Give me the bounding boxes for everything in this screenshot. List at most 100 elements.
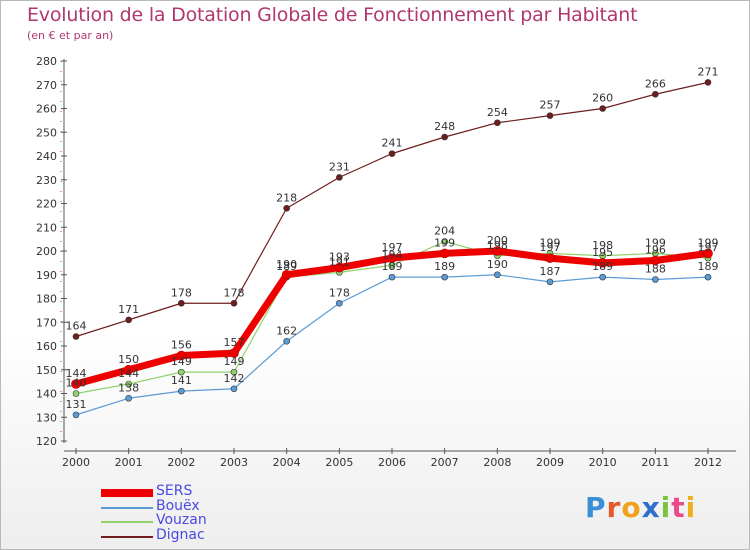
axis-layer: 120 130 140 150 160 170 180 190 200 210 220 230 240 2… bbox=[36, 55, 736, 469]
data-label-sers: 200 bbox=[487, 234, 508, 247]
x-tick-label: 2005 bbox=[325, 456, 353, 469]
y-tick-label: 200 bbox=[36, 245, 57, 258]
x-tick-label: 2009 bbox=[536, 456, 564, 469]
x-tick-label: 2004 bbox=[273, 456, 301, 469]
data-label-dignac: 271 bbox=[698, 65, 719, 78]
data-label-bou-x: 131 bbox=[66, 398, 87, 411]
x-tick-label: 2012 bbox=[694, 456, 722, 469]
y-tick-label: 230 bbox=[36, 174, 57, 187]
data-label-bou-x: 187 bbox=[540, 265, 561, 278]
y-tick-label: 180 bbox=[36, 293, 57, 306]
data-point-dignac bbox=[72, 333, 80, 340]
data-label-vouzan: 199 bbox=[540, 236, 561, 249]
legend-label-bou-x: Bouëx bbox=[156, 497, 200, 514]
data-label-sers: 190 bbox=[276, 258, 297, 271]
data-label-dignac: 171 bbox=[118, 303, 139, 316]
data-label-dignac: 257 bbox=[540, 99, 561, 112]
data-label-dignac: 178 bbox=[171, 286, 192, 299]
data-label-sers: 157 bbox=[224, 336, 245, 349]
data-label-dignac: 254 bbox=[487, 106, 508, 119]
data-point-sers bbox=[703, 248, 713, 259]
data-label-vouzan: 198 bbox=[487, 239, 508, 252]
data-label-vouzan: 149 bbox=[224, 355, 245, 368]
data-label-vouzan: 197 bbox=[698, 241, 719, 254]
y-tick-label: 190 bbox=[36, 269, 57, 282]
series-layer bbox=[71, 79, 713, 419]
data-label-vouzan: 194 bbox=[382, 248, 403, 261]
data-point-dignac bbox=[283, 204, 290, 212]
data-label-vouzan: 144 bbox=[118, 367, 139, 380]
data-label-vouzan: 149 bbox=[171, 355, 192, 368]
data-point-sers bbox=[281, 269, 292, 280]
y-tick-label: 240 bbox=[36, 150, 57, 163]
data-point-dignac bbox=[652, 90, 659, 98]
x-tick-label: 2006 bbox=[378, 456, 406, 469]
data-point-bou-x bbox=[125, 394, 132, 402]
y-tick-label: 280 bbox=[36, 55, 57, 68]
data-label-bou-x: 162 bbox=[276, 324, 297, 337]
x-tick-label: 2000 bbox=[62, 456, 90, 469]
data-point-vouzan bbox=[441, 238, 448, 245]
legend-swatch-bou-x bbox=[101, 506, 153, 509]
data-label-sers: 196 bbox=[645, 244, 666, 257]
data-point-bou-x bbox=[336, 299, 343, 307]
data-point-bou-x bbox=[546, 278, 554, 286]
data-point-dignac bbox=[388, 150, 396, 157]
legend-label-dignac: Dignac bbox=[156, 526, 205, 543]
y-tick-label: 150 bbox=[36, 364, 57, 377]
data-point-sers bbox=[334, 262, 345, 273]
data-label-dignac: 248 bbox=[434, 120, 455, 133]
data-label-vouzan: 204 bbox=[434, 225, 455, 238]
data-label-sers: 193 bbox=[329, 251, 350, 264]
data-point-sers bbox=[492, 246, 503, 256]
data-point-sers bbox=[71, 379, 81, 389]
data-label-sers: 150 bbox=[118, 353, 139, 366]
y-tick-label: 270 bbox=[36, 79, 57, 92]
logo-letter: r bbox=[606, 491, 622, 524]
y-tick-label: 140 bbox=[36, 388, 57, 401]
x-tick-label: 2003 bbox=[220, 456, 248, 469]
data-label-sers: 197 bbox=[382, 241, 403, 254]
data-point-vouzan bbox=[230, 368, 238, 376]
proxiti-logo: Proxiti bbox=[585, 491, 696, 524]
legend-swatch-sers bbox=[101, 489, 153, 497]
y-tick-label: 130 bbox=[36, 411, 57, 424]
data-label-bou-x: 138 bbox=[118, 381, 139, 394]
data-point-dignac bbox=[336, 174, 343, 181]
data-point-dignac bbox=[230, 299, 238, 307]
y-tick-label: 260 bbox=[36, 103, 57, 116]
data-label-sers: 144 bbox=[66, 367, 87, 380]
data-label-layer: 164 171 178 178 218 231 241 248 254 257 260 266 271 1… bbox=[66, 65, 719, 411]
logo-letter: i bbox=[685, 491, 697, 524]
data-label-vouzan: 189 bbox=[276, 260, 297, 273]
logo-letter: P bbox=[585, 491, 607, 524]
data-point-bou-x bbox=[704, 273, 712, 281]
data-point-dignac bbox=[125, 316, 132, 324]
data-point-bou-x bbox=[652, 276, 659, 283]
data-label-bou-x: 189 bbox=[592, 260, 613, 273]
logo-letter: x bbox=[641, 491, 661, 524]
data-label-sers: 195 bbox=[592, 246, 613, 259]
data-point-dignac bbox=[599, 105, 606, 112]
y-tick-label: 160 bbox=[36, 340, 57, 353]
data-point-sers bbox=[439, 248, 450, 259]
data-point-dignac bbox=[494, 119, 501, 127]
data-label-bou-x: 189 bbox=[382, 260, 403, 273]
x-tick-label: 2010 bbox=[589, 456, 617, 469]
data-point-bou-x bbox=[178, 387, 185, 395]
data-label-dignac: 241 bbox=[382, 137, 403, 150]
data-point-sers bbox=[650, 255, 661, 266]
data-label-dignac: 218 bbox=[276, 191, 297, 204]
logo-letter: i bbox=[660, 491, 672, 524]
data-point-bou-x bbox=[388, 273, 396, 281]
legend-label-sers: SERS bbox=[156, 483, 193, 499]
data-label-vouzan: 140 bbox=[66, 377, 87, 390]
data-label-vouzan: 198 bbox=[592, 239, 613, 252]
data-label-bou-x: 178 bbox=[329, 286, 350, 299]
x-tick-label: 2001 bbox=[115, 456, 143, 469]
data-point-sers bbox=[123, 364, 134, 375]
data-label-bou-x: 141 bbox=[171, 374, 192, 387]
data-point-bou-x bbox=[72, 411, 80, 419]
